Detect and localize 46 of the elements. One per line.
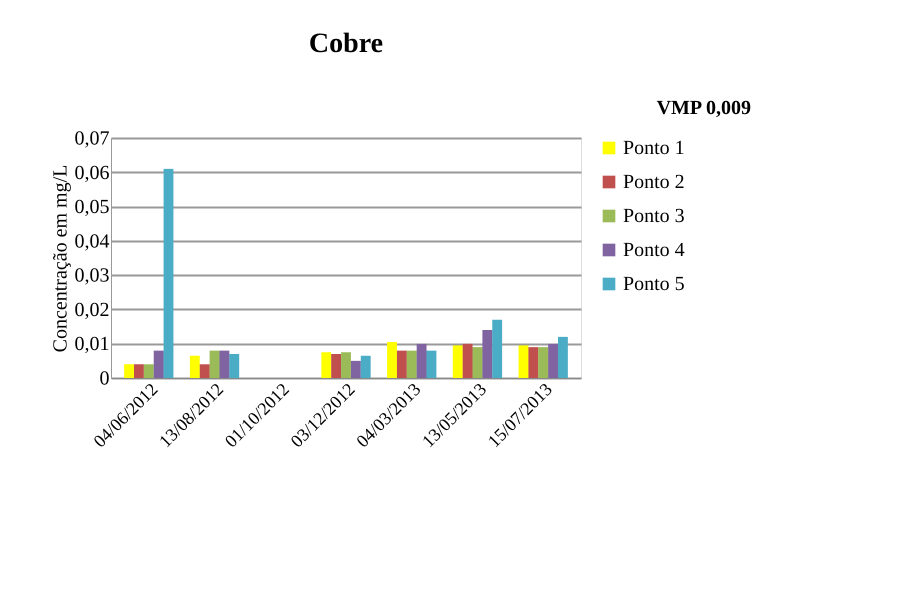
bar bbox=[200, 364, 210, 378]
bar bbox=[331, 354, 342, 378]
bar bbox=[164, 168, 174, 378]
bar bbox=[548, 344, 558, 378]
legend-label: Ponto 1 bbox=[623, 137, 685, 159]
bar bbox=[406, 350, 417, 378]
bar bbox=[538, 347, 548, 378]
bar bbox=[154, 350, 164, 378]
y-tick-label: 0,01 bbox=[74, 333, 110, 356]
y-tick-label: 0,04 bbox=[74, 230, 110, 252]
y-tick-label: 0,05 bbox=[74, 196, 110, 218]
bar bbox=[229, 354, 240, 378]
y-tick-label: 0 bbox=[100, 368, 110, 390]
chart-title: Cobre bbox=[308, 28, 384, 59]
y-tick-label: 0,06 bbox=[74, 162, 110, 184]
bar bbox=[360, 356, 371, 378]
legend-label: Ponto 4 bbox=[623, 239, 685, 261]
bar bbox=[416, 344, 427, 378]
bar bbox=[210, 350, 220, 378]
bar bbox=[190, 356, 200, 378]
bar bbox=[492, 320, 502, 378]
bar bbox=[124, 364, 134, 378]
bar bbox=[518, 345, 528, 378]
bar bbox=[462, 344, 473, 378]
y-axis-title: Concentração em mg/L bbox=[50, 164, 72, 352]
legend-label: Ponto 3 bbox=[623, 205, 685, 227]
bar bbox=[387, 342, 397, 378]
bar bbox=[396, 350, 407, 378]
bar bbox=[350, 360, 361, 378]
bar bbox=[558, 336, 568, 378]
bar bbox=[472, 347, 482, 378]
y-tick-label: 0,03 bbox=[74, 264, 110, 287]
bar bbox=[144, 364, 154, 378]
y-tick-label: 0,02 bbox=[74, 298, 110, 321]
text: VMP 0,009 bbox=[656, 97, 751, 119]
bar bbox=[482, 330, 492, 378]
y-tick-label: 0,07 bbox=[74, 128, 110, 150]
bar bbox=[452, 345, 463, 378]
bar bbox=[134, 364, 144, 378]
bar bbox=[341, 352, 351, 378]
bar bbox=[426, 350, 436, 378]
bar bbox=[321, 352, 332, 378]
legend-label: Ponto 5 bbox=[623, 273, 685, 295]
bar bbox=[219, 350, 230, 378]
legend-label: Ponto 2 bbox=[623, 171, 685, 193]
bar bbox=[528, 347, 538, 378]
